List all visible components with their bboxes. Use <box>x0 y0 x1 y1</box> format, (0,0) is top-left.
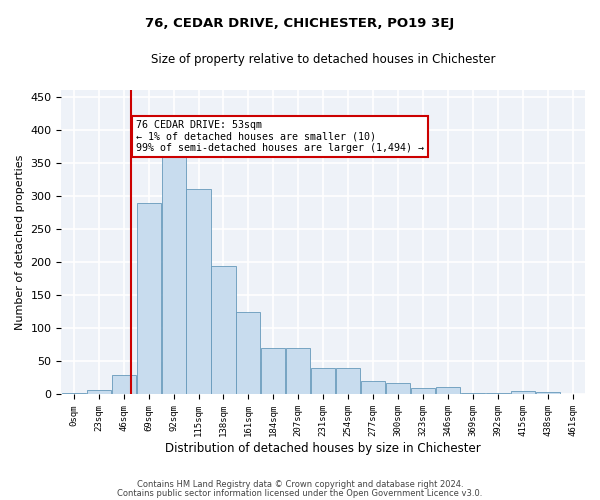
Bar <box>261 348 286 395</box>
Text: 76 CEDAR DRIVE: 53sqm
← 1% of detached houses are smaller (10)
99% of semi-detac: 76 CEDAR DRIVE: 53sqm ← 1% of detached h… <box>136 120 424 153</box>
Text: 76, CEDAR DRIVE, CHICHESTER, PO19 3EJ: 76, CEDAR DRIVE, CHICHESTER, PO19 3EJ <box>145 18 455 30</box>
Text: Contains public sector information licensed under the Open Government Licence v3: Contains public sector information licen… <box>118 488 482 498</box>
Bar <box>336 368 360 394</box>
Bar <box>62 393 86 394</box>
Bar <box>436 386 460 394</box>
Bar <box>311 368 335 394</box>
X-axis label: Distribution of detached houses by size in Chichester: Distribution of detached houses by size … <box>166 442 481 455</box>
Bar <box>137 202 161 394</box>
Bar <box>361 381 385 394</box>
Bar <box>411 388 435 394</box>
Bar <box>187 190 211 394</box>
Bar <box>87 390 111 394</box>
Bar <box>386 382 410 394</box>
Text: Contains HM Land Registry data © Crown copyright and database right 2024.: Contains HM Land Registry data © Crown c… <box>137 480 463 489</box>
Bar <box>112 374 136 394</box>
Title: Size of property relative to detached houses in Chichester: Size of property relative to detached ho… <box>151 52 496 66</box>
Bar <box>485 393 510 394</box>
Bar <box>211 266 236 394</box>
Bar <box>536 392 560 394</box>
Y-axis label: Number of detached properties: Number of detached properties <box>15 154 25 330</box>
Bar <box>461 393 485 394</box>
Bar <box>286 348 310 395</box>
Bar <box>161 156 185 394</box>
Bar <box>236 312 260 394</box>
Bar <box>511 391 535 394</box>
